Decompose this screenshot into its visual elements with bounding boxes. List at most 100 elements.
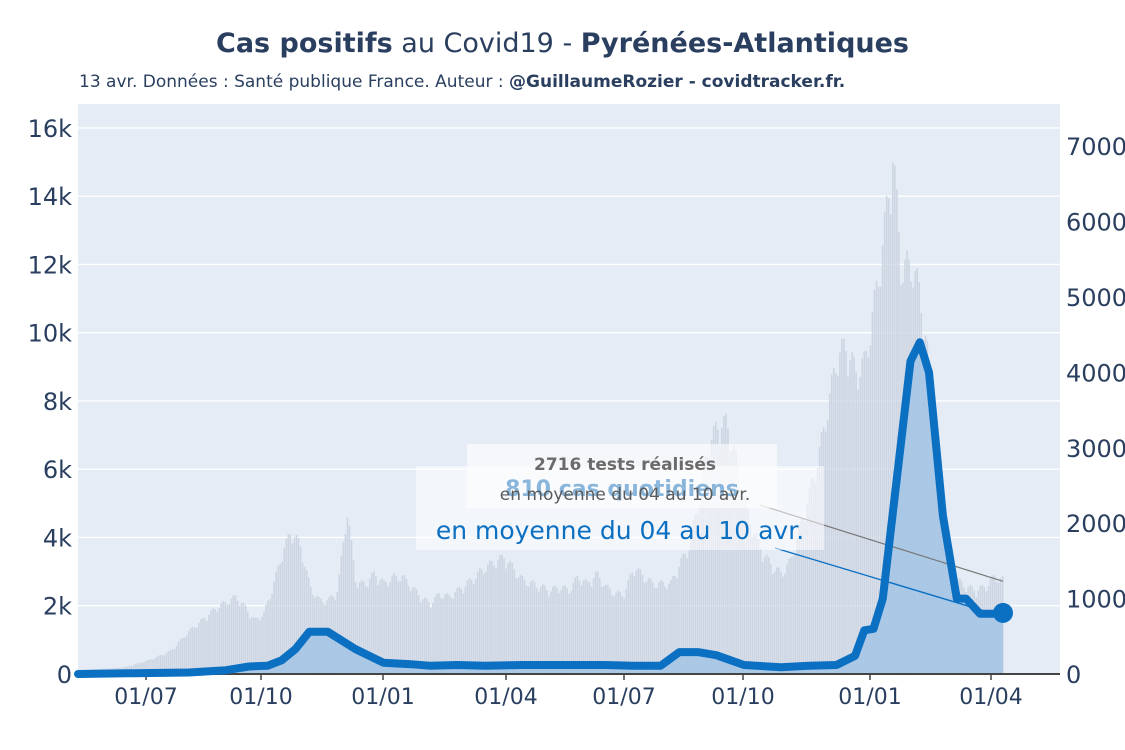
test-bar bbox=[698, 503, 701, 674]
test-bar bbox=[769, 564, 772, 674]
test-bar bbox=[151, 659, 153, 674]
test-bar bbox=[794, 553, 796, 674]
test-bar bbox=[338, 574, 341, 674]
test-bar bbox=[660, 580, 662, 674]
test-bar bbox=[143, 662, 145, 674]
test-bar bbox=[340, 555, 343, 674]
test-bar bbox=[780, 571, 782, 674]
test-bar bbox=[163, 655, 166, 674]
test-bar bbox=[643, 582, 646, 674]
test-bar bbox=[633, 576, 636, 674]
test-bar bbox=[641, 574, 644, 674]
test-bar bbox=[832, 368, 835, 674]
test-bar bbox=[497, 560, 499, 674]
test-bar bbox=[582, 580, 585, 674]
test-bar bbox=[466, 580, 469, 674]
cases-line bbox=[74, 338, 1007, 678]
test-bar bbox=[436, 593, 438, 674]
test-bar bbox=[275, 571, 277, 674]
test-bar bbox=[576, 576, 579, 674]
cases-annotation-line1: 810 cas quotidiens bbox=[505, 477, 739, 502]
test-bar bbox=[305, 570, 308, 674]
test-bar bbox=[222, 601, 225, 674]
test-bar bbox=[828, 393, 831, 674]
right-tick-label: 5000 bbox=[1066, 284, 1125, 312]
test-bar bbox=[784, 573, 786, 674]
test-bar bbox=[847, 376, 849, 674]
test-bar bbox=[415, 589, 418, 674]
test-bar bbox=[556, 587, 558, 674]
left-tick-label: 6k bbox=[43, 456, 72, 484]
test-bar bbox=[216, 611, 218, 674]
test-bar bbox=[839, 352, 841, 674]
test-bar bbox=[460, 589, 463, 674]
title-middle: au Covid19 - bbox=[392, 28, 581, 59]
test-bar bbox=[462, 593, 465, 674]
test-bar bbox=[240, 602, 243, 674]
test-bar bbox=[478, 568, 481, 674]
test-bar bbox=[397, 581, 400, 674]
test-bar bbox=[454, 592, 457, 674]
x-tick-label: 01/04 bbox=[474, 685, 537, 710]
cases-last-point bbox=[993, 602, 1013, 623]
test-bar bbox=[169, 650, 172, 674]
cases-annotation-line2: en moyenne du 04 au 10 avr. bbox=[436, 516, 804, 545]
test-bar bbox=[645, 581, 648, 674]
tests-annotation-line1: 2716 tests réalisés bbox=[534, 455, 716, 475]
test-bar bbox=[198, 622, 200, 674]
test-bar bbox=[273, 581, 275, 674]
test-bar bbox=[674, 575, 676, 674]
test-bar bbox=[851, 352, 853, 674]
test-bar bbox=[360, 580, 363, 674]
test-bar bbox=[253, 617, 255, 674]
test-bar bbox=[706, 457, 709, 674]
test-bar bbox=[745, 498, 748, 674]
test-bar bbox=[721, 427, 723, 674]
test-bar bbox=[865, 350, 868, 674]
test-bar bbox=[845, 351, 847, 674]
test-bar bbox=[230, 598, 233, 674]
test-bar bbox=[293, 537, 296, 674]
right-tick-label: 6000 bbox=[1066, 209, 1125, 237]
test-bar bbox=[352, 560, 355, 674]
test-bar bbox=[615, 592, 617, 674]
left-tick-label: 14k bbox=[28, 183, 73, 211]
test-bar bbox=[894, 165, 896, 674]
test-bar bbox=[676, 578, 678, 674]
test-bar bbox=[619, 591, 621, 674]
left-tick-label: 0 bbox=[57, 661, 72, 689]
test-bar bbox=[248, 618, 251, 674]
test-bar bbox=[358, 582, 361, 674]
test-bar bbox=[570, 591, 573, 674]
test-bar bbox=[778, 567, 780, 674]
x-tick-label: 01/01 bbox=[351, 685, 414, 710]
test-bar bbox=[507, 563, 509, 674]
right-tick-label: 7000 bbox=[1066, 133, 1125, 161]
test-bar bbox=[189, 627, 192, 674]
test-bar bbox=[568, 593, 571, 674]
test-bar bbox=[529, 581, 532, 674]
test-bar bbox=[515, 578, 518, 674]
test-bar bbox=[464, 586, 467, 674]
test-bar bbox=[843, 338, 845, 674]
right-tick-label: 1000 bbox=[1066, 586, 1125, 614]
test-bar bbox=[295, 534, 298, 674]
test-bar bbox=[373, 571, 375, 674]
test-bar bbox=[371, 573, 373, 674]
x-tick-label: 01/01 bbox=[838, 685, 901, 710]
test-bar bbox=[755, 533, 758, 674]
left-tick-label: 8k bbox=[43, 388, 72, 416]
test-bar bbox=[621, 596, 623, 674]
test-bar bbox=[655, 587, 658, 674]
test-bar bbox=[226, 605, 229, 674]
test-bar bbox=[578, 580, 581, 674]
test-bar bbox=[702, 464, 705, 674]
test-bar bbox=[303, 566, 306, 674]
test-bar bbox=[509, 560, 512, 674]
test-bar bbox=[666, 589, 668, 674]
test-bar bbox=[446, 593, 448, 674]
test-bar bbox=[183, 637, 186, 674]
test-bar bbox=[444, 594, 446, 674]
test-bar bbox=[535, 587, 538, 674]
test-bar bbox=[804, 522, 807, 674]
